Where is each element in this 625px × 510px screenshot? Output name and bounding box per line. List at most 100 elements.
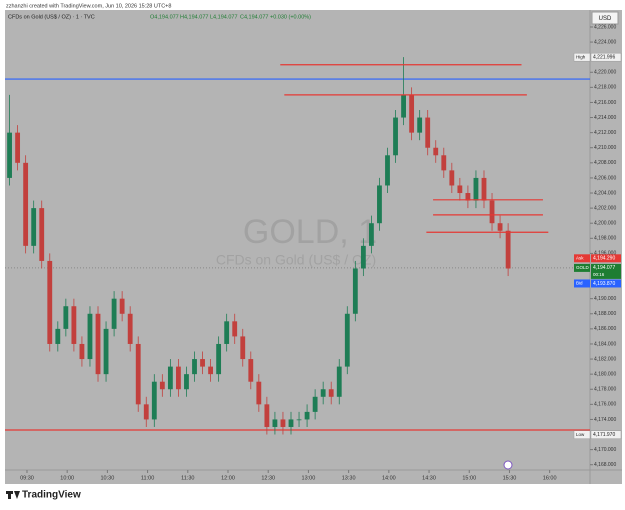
ohlc-value: O4,194.077 xyxy=(150,14,179,20)
candle xyxy=(385,147,390,194)
marker-tag xyxy=(574,263,590,272)
y-tick-label: 4,186.000 xyxy=(594,326,616,332)
candle xyxy=(248,351,254,390)
candle-body xyxy=(176,366,181,390)
y-tick-label: 4,204.000 xyxy=(594,190,616,196)
x-tick-label: 11:00 xyxy=(141,475,154,481)
x-tick-label: 13:00 xyxy=(302,475,316,481)
candle xyxy=(288,411,294,435)
candle-body xyxy=(425,117,431,148)
x-tick-label: 14:30 xyxy=(422,475,436,481)
y-tick-label: 4,174.000 xyxy=(594,417,616,423)
candle xyxy=(481,170,487,209)
brand: TradingView xyxy=(22,490,81,501)
candle xyxy=(449,162,455,194)
x-tick-label: 15:00 xyxy=(462,475,476,481)
y-tick-label: 4,190.000 xyxy=(594,296,616,302)
ohlc-value: C4,194.077 xyxy=(240,14,268,20)
candle-body xyxy=(200,359,205,367)
y-tick-label: 4,188.000 xyxy=(594,311,616,317)
x-tick-label: 16:00 xyxy=(543,475,557,481)
watermark-sub: CFDs on Gold (US$ / OZ) xyxy=(216,252,376,268)
candle xyxy=(328,381,334,405)
candle xyxy=(409,87,415,141)
candle-body xyxy=(79,343,85,360)
candle-body xyxy=(401,94,406,118)
candle xyxy=(401,57,406,126)
candle xyxy=(417,110,423,141)
candle-body xyxy=(360,245,366,269)
x-tick-label: 10:30 xyxy=(101,475,115,481)
x-tick-label: 13:30 xyxy=(342,475,356,481)
candle xyxy=(216,336,222,382)
candle xyxy=(441,147,447,178)
candle-body xyxy=(31,208,37,246)
currency[interactable]: USD xyxy=(599,16,612,22)
y-tick-label: 4,176.000 xyxy=(594,402,616,408)
candle xyxy=(119,291,125,322)
candle-body xyxy=(328,389,334,397)
candle-body xyxy=(55,328,61,344)
candle xyxy=(47,253,53,352)
y-tick-label: 4,206.000 xyxy=(594,175,616,181)
candle xyxy=(95,306,101,382)
marker-tag xyxy=(574,254,590,263)
y-tick-label: 4,196.000 xyxy=(594,251,616,257)
candle xyxy=(280,411,286,435)
y-tick-label: 4,214.000 xyxy=(594,115,616,121)
marker-tag xyxy=(574,279,590,288)
marker-name: High xyxy=(576,54,586,59)
marker-value: 4,193.870 xyxy=(593,281,615,287)
y-tick-label: 4,226.000 xyxy=(594,24,616,30)
candle xyxy=(352,260,358,322)
x-tick-label: 15:30 xyxy=(503,475,517,481)
candle-body xyxy=(216,343,222,375)
candle-body xyxy=(256,381,262,405)
candle xyxy=(240,328,246,367)
candle xyxy=(176,359,181,397)
candle-body xyxy=(457,185,463,194)
candle xyxy=(39,200,45,269)
candle xyxy=(505,223,511,277)
candle xyxy=(320,381,326,405)
candle-body xyxy=(63,306,69,329)
marker-value: 4,221.996 xyxy=(593,55,615,61)
symbol: CFDs on Gold (US$ / OZ) · 1 · TVC xyxy=(8,14,95,20)
brand-logo xyxy=(6,491,20,499)
candle xyxy=(369,215,374,254)
candle-body xyxy=(393,117,398,156)
marker-value-box xyxy=(590,430,622,440)
candle xyxy=(296,411,302,427)
candle-body xyxy=(23,162,29,246)
y-tick-label: 4,168.000 xyxy=(594,462,616,468)
candle-body xyxy=(39,208,45,261)
candle xyxy=(232,313,238,344)
candle-body xyxy=(505,230,511,269)
candle-body xyxy=(240,336,246,360)
marker-name: Ask xyxy=(576,255,584,260)
marker-value-box xyxy=(591,254,621,263)
candle xyxy=(393,110,398,163)
candle-body xyxy=(119,298,125,314)
candle-body xyxy=(184,374,189,390)
candle-body xyxy=(280,419,286,427)
event-icon[interactable] xyxy=(503,460,513,470)
candle xyxy=(312,389,318,420)
candle-body xyxy=(127,313,133,344)
candle xyxy=(465,185,471,209)
candle-body xyxy=(143,404,149,420)
x-tick-label: 12:00 xyxy=(221,475,235,481)
candle xyxy=(143,396,149,427)
currency-box[interactable] xyxy=(591,11,619,25)
candle-body xyxy=(473,177,479,201)
candle-body xyxy=(312,396,318,412)
candle-body xyxy=(208,366,213,375)
candle-body xyxy=(224,321,230,344)
candle-body xyxy=(232,321,238,337)
candle-body xyxy=(352,268,358,314)
marker-value-box xyxy=(590,52,622,62)
candle-body xyxy=(103,328,109,375)
y-tick-label: 4,170.000 xyxy=(594,447,616,453)
candle-body xyxy=(417,117,423,133)
